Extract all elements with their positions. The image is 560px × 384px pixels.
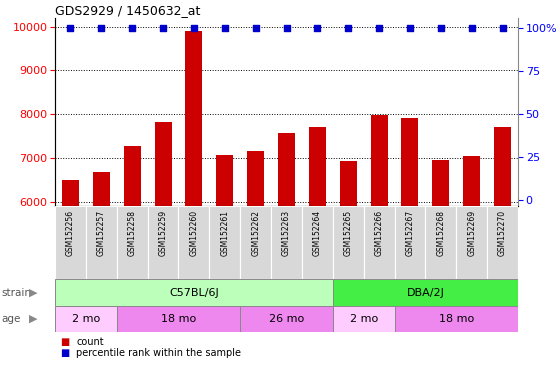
Bar (333, 206, 363, 279)
Bar (185, 31, 202, 384)
Point (375, 25, 384, 31)
Text: ▶: ▶ (29, 314, 38, 324)
Bar (278, 133, 295, 384)
Text: 18 mo: 18 mo (438, 314, 474, 324)
Text: GSM152270: GSM152270 (498, 210, 507, 256)
Text: GDS2929 / 1450632_at: GDS2929 / 1450632_at (55, 4, 200, 17)
Point (128, 25, 137, 31)
Text: GSM152263: GSM152263 (282, 210, 291, 256)
Bar (148, 206, 179, 279)
Bar (155, 122, 171, 384)
Text: GSM152269: GSM152269 (467, 210, 476, 256)
Point (436, 25, 445, 31)
Text: GSM152258: GSM152258 (128, 210, 137, 256)
Bar (216, 155, 234, 384)
Bar (240, 306, 333, 332)
Bar (463, 156, 480, 384)
Bar (209, 206, 240, 279)
Text: DBA/2J: DBA/2J (407, 288, 444, 298)
Bar (124, 146, 141, 384)
Point (467, 25, 476, 31)
Bar (395, 306, 518, 332)
Text: GSM152260: GSM152260 (189, 210, 198, 256)
Bar (271, 206, 302, 279)
Point (344, 25, 353, 31)
Bar (240, 206, 271, 279)
Bar (432, 160, 449, 384)
Bar (340, 161, 357, 384)
Bar (55, 306, 116, 332)
Bar (487, 206, 518, 279)
Bar (456, 206, 487, 279)
Point (158, 25, 167, 31)
Text: GSM152256: GSM152256 (66, 210, 75, 256)
Bar (86, 206, 116, 279)
Text: GSM152267: GSM152267 (405, 210, 414, 256)
Bar (371, 115, 388, 384)
Bar (62, 180, 79, 384)
Point (313, 25, 322, 31)
Text: 2 mo: 2 mo (349, 314, 378, 324)
Text: GSM152266: GSM152266 (375, 210, 384, 256)
Text: 18 mo: 18 mo (161, 314, 196, 324)
Point (251, 25, 260, 31)
Text: GSM152268: GSM152268 (436, 210, 445, 256)
Bar (247, 151, 264, 384)
Point (66, 25, 75, 31)
Bar (302, 206, 333, 279)
Text: ▶: ▶ (29, 288, 38, 298)
Text: 26 mo: 26 mo (269, 314, 304, 324)
Bar (55, 206, 86, 279)
Bar (309, 127, 326, 384)
Bar (93, 172, 110, 384)
Point (498, 25, 507, 31)
Bar (395, 206, 426, 279)
Bar (179, 206, 209, 279)
Text: 2 mo: 2 mo (72, 314, 100, 324)
Point (97, 25, 106, 31)
Point (189, 25, 198, 31)
Text: GSM152257: GSM152257 (97, 210, 106, 256)
Text: GSM152259: GSM152259 (158, 210, 167, 256)
Text: ■: ■ (60, 348, 70, 358)
Point (282, 25, 291, 31)
Bar (494, 127, 511, 384)
Bar (333, 279, 518, 306)
Bar (402, 118, 418, 384)
Text: strain: strain (1, 288, 31, 298)
Bar (116, 206, 148, 279)
Text: GSM152262: GSM152262 (251, 210, 260, 256)
Text: C57BL/6J: C57BL/6J (169, 288, 219, 298)
Bar (116, 306, 240, 332)
Bar (55, 279, 333, 306)
Point (220, 25, 229, 31)
Text: GSM152264: GSM152264 (313, 210, 322, 256)
Text: ■: ■ (60, 337, 70, 347)
Bar (333, 306, 395, 332)
Text: age: age (1, 314, 21, 324)
Point (405, 25, 414, 31)
Text: GSM152261: GSM152261 (220, 210, 229, 256)
Text: count: count (76, 337, 104, 347)
Text: percentile rank within the sample: percentile rank within the sample (76, 348, 241, 358)
Text: GSM152265: GSM152265 (344, 210, 353, 256)
Bar (426, 206, 456, 279)
Bar (363, 206, 395, 279)
